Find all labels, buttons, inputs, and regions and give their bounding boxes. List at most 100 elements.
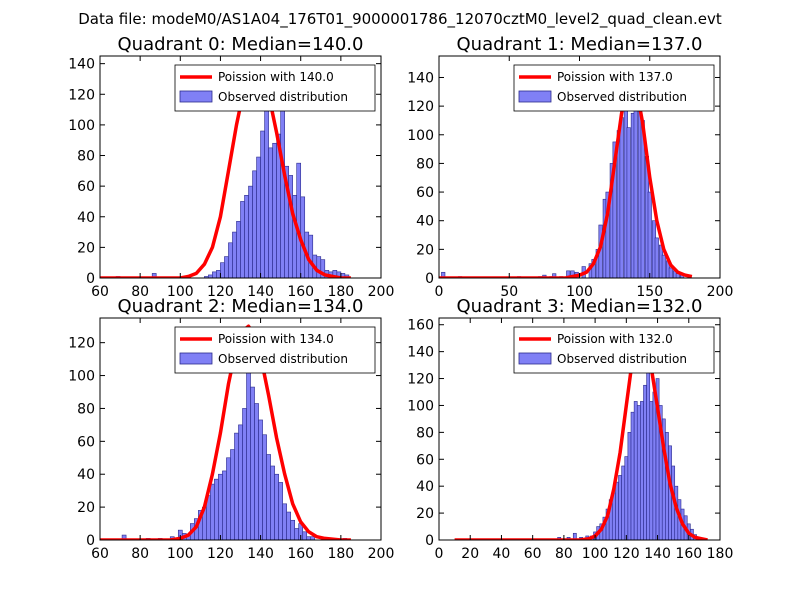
x-tick-label: 80 xyxy=(131,284,149,300)
y-tick-label: 100 xyxy=(68,369,95,385)
histogram-bar xyxy=(605,191,610,278)
histogram-bar xyxy=(268,147,273,278)
y-tick-label: 120 xyxy=(407,372,434,388)
legend-label-observed: Observed distribution xyxy=(557,352,687,366)
x-tick-label: 160 xyxy=(675,546,702,562)
legend-label-poisson: Poission with 134.0 xyxy=(218,332,334,346)
subplot-quadrant-1: Quadrant 1: Median=137.0 0 50 100 150 200 0 20 4… xyxy=(407,34,733,300)
x-tick-label: 80 xyxy=(131,546,149,562)
histogram-bar xyxy=(226,457,231,540)
x-tick-label: 100 xyxy=(167,546,194,562)
histogram-bar xyxy=(647,191,652,278)
histogram-bar xyxy=(234,432,239,540)
histogram-bar xyxy=(282,503,287,540)
axes-frame xyxy=(99,55,382,279)
y-tick-label: 40 xyxy=(416,479,434,495)
x-tick-label: 200 xyxy=(368,284,395,300)
axes-frame xyxy=(99,317,382,541)
histogram-bar xyxy=(260,130,265,278)
x-tick-label: 180 xyxy=(327,546,354,562)
y-tick-label: 120 xyxy=(407,99,434,115)
histogram-bar xyxy=(258,419,263,540)
x-tick-label: 50 xyxy=(500,284,518,300)
histogram-bar xyxy=(320,259,326,278)
y-tick-label: 140 xyxy=(407,345,434,361)
legend: Poission with 134.0 Observed distribution xyxy=(174,326,376,374)
histogram-bar xyxy=(310,536,316,540)
histogram-bar xyxy=(272,142,277,278)
histogram-bar xyxy=(566,270,571,278)
histogram-bar xyxy=(316,256,322,278)
x-tick-label: 140 xyxy=(247,284,274,300)
legend: Poission with 132.0 Observed distribution xyxy=(513,326,715,374)
histogram-bar xyxy=(280,109,285,278)
legend-box xyxy=(174,64,376,112)
histogram-bar xyxy=(244,195,249,278)
histogram-bar xyxy=(212,271,217,278)
y-tick-label: 60 xyxy=(416,452,434,468)
subplots: Quadrant 0: Median=140.060 80 100 120 140 160… xyxy=(68,34,733,562)
y-tick-label: 20 xyxy=(416,242,434,258)
x-tick-label: 140 xyxy=(247,546,274,562)
legend: Poission with 140.0 Observed distribution xyxy=(174,64,376,112)
histogram-bar xyxy=(216,270,221,278)
histogram-bar xyxy=(256,156,261,278)
y-tick-label: 0 xyxy=(86,271,95,287)
poisson-curve xyxy=(454,333,708,540)
figure-suptitle: Data file: modeM0/AS1A04_176T01_90000017… xyxy=(78,10,722,29)
legend-box xyxy=(513,64,715,112)
histogram-bar xyxy=(290,519,295,540)
histogram-bar xyxy=(252,170,257,278)
histogram-bar xyxy=(266,454,271,540)
legend-patch-sample xyxy=(179,90,213,103)
legend-label-observed: Observed distribution xyxy=(218,90,348,104)
histogram-bar xyxy=(218,473,223,540)
x-tick-label: 60 xyxy=(91,284,109,300)
histogram-bar xyxy=(636,405,641,540)
x-tick-label: 180 xyxy=(707,546,734,562)
y-tick-label: 120 xyxy=(68,87,95,103)
y-tick-label: 60 xyxy=(416,185,434,201)
x-tick-label: 200 xyxy=(368,546,395,562)
y-tick-label: 0 xyxy=(425,533,434,549)
y-tick-label: 60 xyxy=(77,434,95,450)
legend-label-poisson: Poission with 140.0 xyxy=(218,70,334,84)
x-tick-label: 160 xyxy=(287,546,314,562)
histogram-bar xyxy=(262,434,267,540)
subplot-title: Quadrant 1: Median=137.0 xyxy=(457,34,703,55)
x-tick-label: 120 xyxy=(613,546,640,562)
x-tick-label: 0 xyxy=(435,546,444,562)
x-tick-label: 60 xyxy=(91,546,109,562)
histogram-bar xyxy=(240,201,245,278)
histogram-bar xyxy=(652,391,657,540)
histogram-bar xyxy=(274,473,279,540)
y-tick-label: 40 xyxy=(416,214,434,230)
legend-label-poisson: Poission with 132.0 xyxy=(557,332,673,346)
legend-label-observed: Observed distribution xyxy=(557,90,687,104)
x-tick-label: 200 xyxy=(707,284,734,300)
y-tick-label: 20 xyxy=(77,240,95,256)
legend: Poission with 137.0 Observed distribution xyxy=(513,64,715,112)
subplot-quadrant-2: Quadrant 2: Median=134.0 60 80 100 120 140 160… xyxy=(68,296,394,562)
histogram-bar xyxy=(210,483,215,540)
legend-label-observed: Observed distribution xyxy=(218,352,348,366)
histogram-bar xyxy=(626,127,631,278)
histogram-bar xyxy=(615,481,619,540)
histogram-bar xyxy=(640,401,644,540)
subplot-title: Quadrant 3: Median=132.0 xyxy=(457,296,703,317)
histogram-bar xyxy=(286,511,291,540)
histogram-bar xyxy=(230,449,235,540)
histogram-bar xyxy=(668,267,673,278)
y-tick-label: 40 xyxy=(77,210,95,226)
histogram-bar xyxy=(665,432,669,540)
histogram-bar xyxy=(270,465,275,540)
x-tick-label: 150 xyxy=(636,284,663,300)
y-tick-label: 160 xyxy=(407,318,434,334)
y-tick-label: 40 xyxy=(77,467,95,483)
x-tick-label: 140 xyxy=(644,546,671,562)
histogram-bar xyxy=(292,195,297,278)
histogram-bar xyxy=(612,141,617,278)
histogram-bar xyxy=(633,401,638,540)
histogram-bar xyxy=(296,162,302,278)
x-tick-label: 120 xyxy=(207,284,234,300)
